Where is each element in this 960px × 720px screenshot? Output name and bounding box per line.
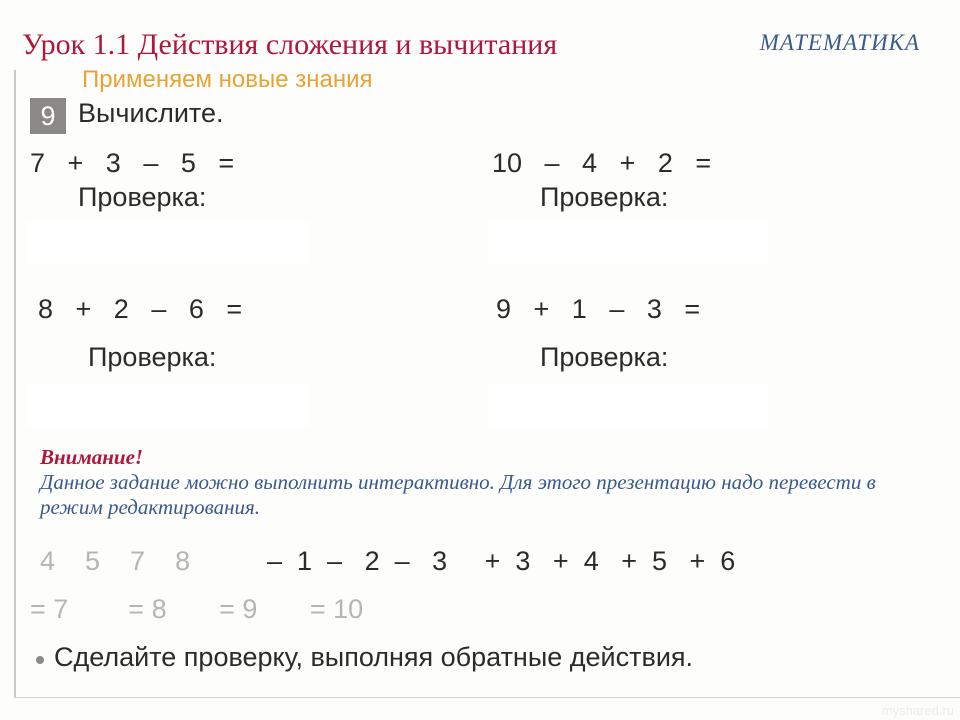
equation-2[interactable]: 10 – 4 + 2 = xyxy=(492,148,711,179)
answer-box-1[interactable] xyxy=(28,220,308,264)
answers-row[interactable]: = 7 = 8 = 9 = 10 xyxy=(30,594,363,625)
bullet-icon xyxy=(36,656,44,664)
answer-box-4[interactable] xyxy=(488,384,768,428)
slide: Урок 1.1 Действия сложения и вычитания М… xyxy=(0,0,960,720)
answer-box-2[interactable] xyxy=(488,220,768,264)
instruction-text: Сделайте проверку, выполняя обратные дей… xyxy=(54,642,693,673)
check-label-4: Проверка: xyxy=(540,342,668,373)
attention-head: Внимание! xyxy=(40,445,143,469)
subject-label: МАТЕМАТИКА xyxy=(760,30,920,56)
check-label-3: Проверка: xyxy=(88,342,216,373)
subtitle: Применяем новые знания xyxy=(82,66,373,94)
decor-line-left xyxy=(14,70,16,698)
equation-4[interactable]: 9 + 1 – 3 = xyxy=(496,294,700,325)
bank-operators[interactable]: – 1 – 2 – 3 + 3 + 4 + 5 + 6 xyxy=(222,546,735,577)
bank-numbers[interactable]: 4 5 7 8 xyxy=(40,546,190,577)
answer-box-3[interactable] xyxy=(28,384,308,428)
attention-note: Внимание! Данное задание можно выполнить… xyxy=(40,445,920,520)
lesson-title: Урок 1.1 Действия сложения и вычитания xyxy=(22,28,557,62)
equation-3[interactable]: 8 + 2 – 6 = xyxy=(38,294,242,325)
watermark: myshared.ru xyxy=(882,703,954,718)
task-text: Вычислите. xyxy=(78,98,223,129)
check-label-1: Проверка: xyxy=(78,182,206,213)
equation-1[interactable]: 7 + 3 – 5 = xyxy=(30,148,234,179)
attention-body: Данное задание можно выполнить интеракти… xyxy=(40,470,876,519)
decor-line-bottom xyxy=(14,697,960,698)
task-number-badge: 9 xyxy=(30,98,66,134)
check-label-2: Проверка: xyxy=(540,182,668,213)
